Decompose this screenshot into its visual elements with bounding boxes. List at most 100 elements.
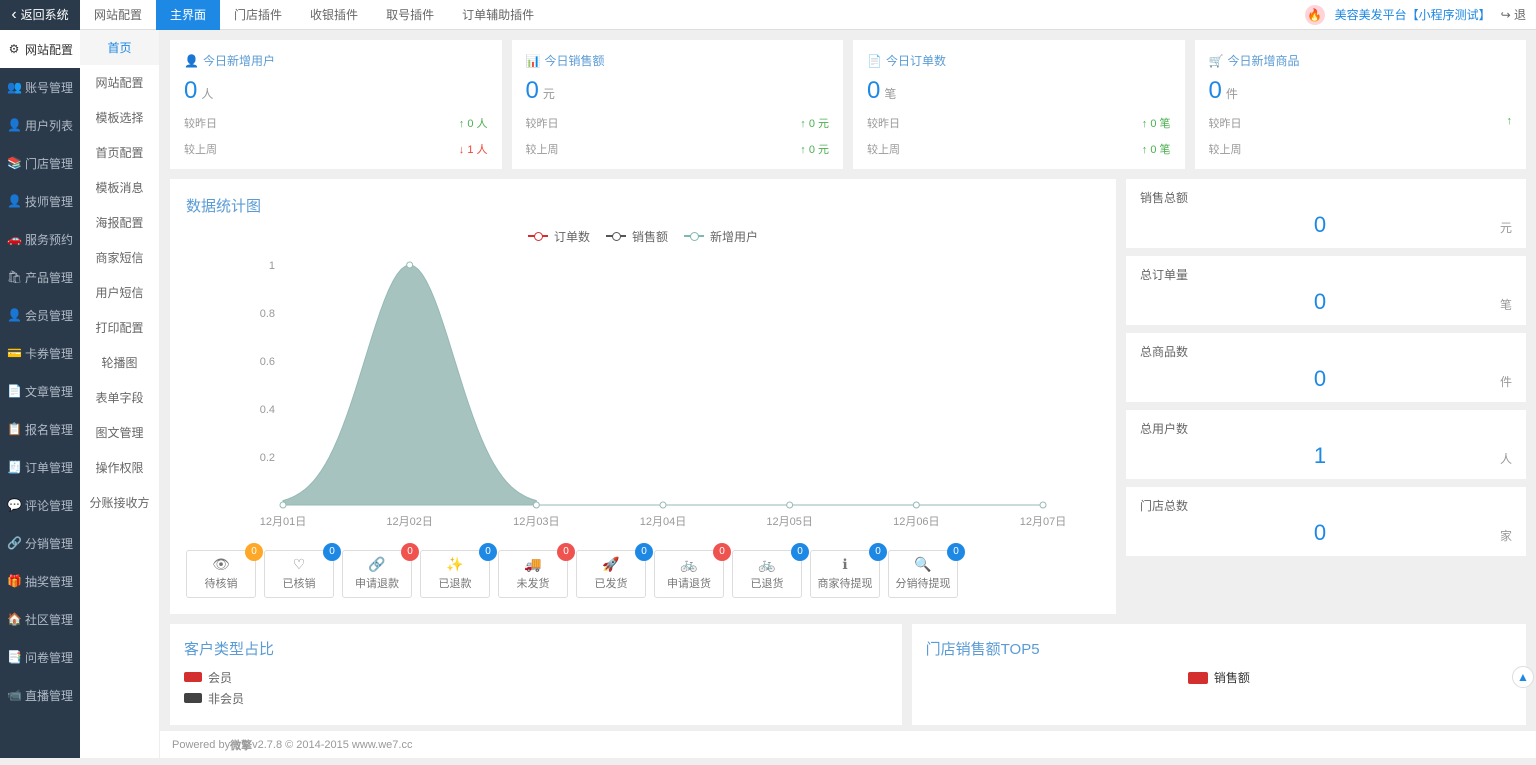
sidebar-icon: 💳: [7, 346, 21, 360]
subnav-item-7[interactable]: 用户短信: [80, 275, 159, 310]
total-label: 总用户数: [1140, 420, 1512, 437]
subnav-item-5[interactable]: 海报配置: [80, 205, 159, 240]
subnav-item-12[interactable]: 操作权限: [80, 450, 159, 485]
sidebar-label: 直播管理: [25, 687, 73, 704]
status-button-3[interactable]: 0✨已退款: [420, 550, 490, 598]
subnav-item-13[interactable]: 分账接收方: [80, 485, 159, 520]
subnav-item-10[interactable]: 表单字段: [80, 380, 159, 415]
sidebar-item-13[interactable]: 🔗分销管理: [0, 524, 80, 562]
status-label: 待核销: [205, 575, 238, 591]
sidebar-label: 会员管理: [25, 307, 73, 324]
customer-legend-item[interactable]: 非会员: [184, 690, 888, 707]
bottom-row: 客户类型占比 会员非会员 门店销售额TOP5 销售额: [170, 624, 1526, 725]
status-button-7[interactable]: 0🚲已退货: [732, 550, 802, 598]
status-button-6[interactable]: 0🚲申请退货: [654, 550, 724, 598]
sidebar-item-14[interactable]: 🎁抽奖管理: [0, 562, 80, 600]
sidebar-item-1[interactable]: 👥账号管理: [0, 68, 80, 106]
chart-legend: 订单数销售额新增用户: [186, 226, 1100, 245]
sidebar-label: 订单管理: [25, 459, 73, 476]
top5-swatch: [1188, 672, 1208, 684]
status-button-8[interactable]: 0ℹ商家待提现: [810, 550, 880, 598]
sidebar-item-15[interactable]: 🏠社区管理: [0, 600, 80, 638]
sidebar-item-0[interactable]: ⚙网站配置: [0, 30, 80, 68]
sidebar-label: 报名管理: [25, 421, 73, 438]
sidebar-item-5[interactable]: 🚗服务预约: [0, 220, 80, 258]
sidebar-icon: 🎁: [7, 574, 21, 588]
status-button-0[interactable]: 0👁待核销: [186, 550, 256, 598]
svg-text:0.6: 0.6: [260, 356, 275, 368]
status-badge: 0: [713, 543, 731, 561]
legend-swatch: [184, 672, 202, 682]
card-compare-2: 较上周↓ 1 人: [184, 141, 488, 157]
sidebar-item-16[interactable]: 📑问卷管理: [0, 638, 80, 676]
logout-button[interactable]: ↪ 退: [1501, 6, 1526, 23]
top-tab-3[interactable]: 收银插件: [296, 0, 372, 30]
subnav-item-11[interactable]: 图文管理: [80, 415, 159, 450]
top-tab-5[interactable]: 订单辅助插件: [448, 0, 548, 30]
status-badge: 0: [557, 543, 575, 561]
sidebar-icon: 📋: [7, 422, 21, 436]
status-button-1[interactable]: 0♡已核销: [264, 550, 334, 598]
status-button-2[interactable]: 0🔗申请退款: [342, 550, 412, 598]
total-box-0: 销售总额0元: [1126, 179, 1526, 248]
status-badge: 0: [791, 543, 809, 561]
card-value-row: 0元: [526, 77, 830, 105]
sidebar-item-7[interactable]: 👤会员管理: [0, 296, 80, 334]
footer-brand: 微擎: [230, 737, 252, 753]
legend-item[interactable]: 新增用户: [684, 228, 758, 245]
top5-title: 门店销售额TOP5: [926, 638, 1512, 659]
card-compare-2: 较上周↑ 0 笔: [867, 141, 1171, 157]
sidebar-item-6[interactable]: 🛍产品管理: [0, 258, 80, 296]
sidebar-item-2[interactable]: 👤用户列表: [0, 106, 80, 144]
sidebar-item-10[interactable]: 📋 报名管理: [0, 410, 80, 448]
sidebar-item-17[interactable]: 📹直播管理: [0, 676, 80, 714]
customer-legend-item[interactable]: 会员: [184, 669, 888, 686]
status-button-4[interactable]: 0🚚未发货: [498, 550, 568, 598]
subnav-item-0[interactable]: 首页: [80, 30, 159, 65]
top-tab-2[interactable]: 门店插件: [220, 0, 296, 30]
subnav-item-8[interactable]: 打印配置: [80, 310, 159, 345]
subnav-item-9[interactable]: 轮播图: [80, 345, 159, 380]
sidebar-item-3[interactable]: 📚门店管理: [0, 144, 80, 182]
sidebar-item-11[interactable]: 🧾订单管理: [0, 448, 80, 486]
card-value: 0: [1209, 77, 1222, 104]
sidebar: ⚙网站配置👥账号管理👤用户列表📚门店管理👤技师管理🚗服务预约🛍产品管理👤会员管理…: [0, 30, 80, 758]
total-label: 总订单量: [1140, 266, 1512, 283]
status-icon: ℹ: [842, 556, 847, 573]
subnav-item-6[interactable]: 商家短信: [80, 240, 159, 275]
card-value-row: 0人: [184, 77, 488, 105]
legend-label: 订单数: [554, 228, 590, 245]
status-icon: ✨: [446, 556, 463, 573]
sidebar-label: 评论管理: [25, 497, 73, 514]
sidebar-item-9[interactable]: 📄文章管理: [0, 372, 80, 410]
brand-suffix: 【小程序测试】: [1407, 8, 1491, 22]
top-tab-4[interactable]: 取号插件: [372, 0, 448, 30]
sidebar-label: 产品管理: [25, 269, 73, 286]
legend-item[interactable]: 销售额: [606, 228, 668, 245]
sidebar-icon: 💬: [7, 498, 21, 512]
total-value: 0: [1140, 520, 1500, 546]
card-value-row: 0笔: [867, 77, 1171, 105]
sidebar-item-8[interactable]: 💳卡券管理: [0, 334, 80, 372]
customer-legend: 会员非会员: [184, 669, 888, 707]
sidebar-item-4[interactable]: 👤技师管理: [0, 182, 80, 220]
subnav-item-3[interactable]: 首页配置: [80, 135, 159, 170]
sidebar-icon: ⚙: [7, 42, 21, 56]
back-button[interactable]: 返回系统: [0, 0, 80, 30]
subnav-item-2[interactable]: 模板选择: [80, 100, 159, 135]
status-button-9[interactable]: 0🔍分销待提现: [888, 550, 958, 598]
status-button-5[interactable]: 0🚀已发货: [576, 550, 646, 598]
card-title: 📄今日订单数: [867, 52, 1171, 69]
scroll-top-button[interactable]: ▲: [1512, 666, 1534, 688]
total-unit: 件: [1500, 373, 1512, 390]
top-tab-1[interactable]: 主界面: [156, 0, 220, 30]
subnav-item-1[interactable]: 网站配置: [80, 65, 159, 100]
svg-text:12月04日: 12月04日: [640, 516, 686, 528]
totals-column: 销售总额0元总订单量0笔总商品数0件总用户数1人门店总数0家: [1126, 179, 1526, 614]
legend-item[interactable]: 订单数: [528, 228, 590, 245]
sidebar-icon: 🏠: [7, 612, 21, 626]
chart-panel: 数据统计图 订单数销售额新增用户 0.20.40.60.8112月01日12月0…: [170, 179, 1116, 614]
top-tab-0[interactable]: 网站配置: [80, 0, 156, 30]
subnav-item-4[interactable]: 模板消息: [80, 170, 159, 205]
sidebar-item-12[interactable]: 💬 评论管理: [0, 486, 80, 524]
